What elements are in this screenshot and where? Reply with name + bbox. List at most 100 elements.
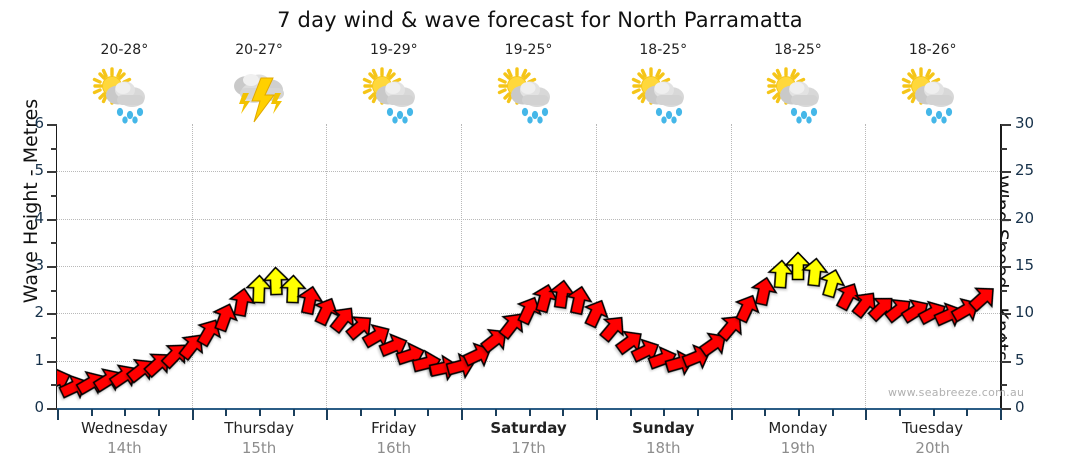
x-axis-day-tick bbox=[595, 409, 598, 420]
day-footer-saturday: Saturday 17th bbox=[461, 418, 596, 470]
sun-cloud-rain-icon bbox=[356, 62, 432, 124]
x-axis-hour-tick bbox=[292, 409, 295, 416]
right-axis-tick-label: 0 bbox=[1015, 398, 1025, 416]
wind-arrow-marker bbox=[828, 276, 869, 317]
right-axis-tick-label: 10 bbox=[1015, 303, 1035, 322]
left-axis-tick-label: 6 bbox=[34, 114, 44, 132]
day-header-tuesday: 18-26° bbox=[865, 40, 1000, 125]
x-axis-day-tick bbox=[461, 409, 464, 420]
left-axis-tick-label: 3 bbox=[34, 256, 44, 274]
wind-arrow-marker bbox=[458, 335, 498, 375]
x-axis-hour-tick bbox=[831, 409, 834, 416]
day-footer-thursday: Thursday 15th bbox=[192, 418, 327, 470]
left-axis-major-tick bbox=[47, 124, 57, 126]
left-axis-tick-label: 0 bbox=[34, 398, 44, 416]
day-header-thursday: 20-27° bbox=[192, 40, 327, 125]
day-footer-sunday: Sunday 18th bbox=[596, 418, 731, 470]
right-axis-minor-tick bbox=[1001, 195, 1007, 197]
left-axis-major-tick bbox=[47, 266, 57, 268]
wind-arrow-marker bbox=[57, 367, 94, 407]
x-axis-hour-tick bbox=[427, 409, 430, 416]
x-axis-hour-tick bbox=[225, 409, 228, 416]
day-header-saturday: 19-25° bbox=[461, 40, 596, 125]
wind-arrow-marker bbox=[171, 324, 213, 366]
day-header-sunday: 18-25° bbox=[596, 40, 731, 125]
right-axis-tick-label: 20 bbox=[1015, 208, 1035, 227]
x-axis-hour-tick bbox=[494, 409, 497, 416]
day-separator-gridline bbox=[326, 124, 328, 408]
horizontal-gridline bbox=[57, 266, 1000, 267]
right-axis-tick-label: 30 bbox=[1015, 114, 1035, 132]
day-separator-gridline bbox=[730, 124, 732, 408]
horizontal-gridline bbox=[57, 218, 1000, 220]
temp-range: 19-29° bbox=[369, 42, 418, 58]
wind-arrow-marker bbox=[104, 355, 146, 397]
sun-cloud-rain-icon bbox=[625, 62, 701, 124]
left-axis-major-tick bbox=[47, 218, 57, 221]
x-axis-day-tick bbox=[865, 409, 868, 420]
wind-arrow-marker bbox=[225, 285, 260, 320]
wind-arrow-marker bbox=[322, 298, 364, 340]
wind-arrow-layer bbox=[57, 124, 1000, 408]
x-axis-hour-tick bbox=[562, 409, 565, 416]
wind-arrow-marker bbox=[306, 292, 346, 332]
day-of-month-label: 16th bbox=[376, 439, 412, 457]
x-axis-day-tick bbox=[1000, 409, 1002, 420]
day-of-week-label: Sunday bbox=[632, 419, 695, 437]
wind-arrow-marker bbox=[576, 293, 616, 333]
wind-arrow-marker bbox=[70, 363, 111, 404]
wind-arrow-marker bbox=[277, 273, 308, 304]
day-of-week-label: Friday bbox=[371, 419, 417, 437]
day-footer-friday: Friday 16th bbox=[326, 418, 461, 470]
temp-range: 18-26° bbox=[908, 42, 957, 58]
day-separator-gridline bbox=[865, 124, 867, 408]
left-axis-major-tick bbox=[47, 360, 57, 363]
day-of-month-label: 18th bbox=[645, 439, 681, 457]
thunderstorm-icon bbox=[221, 62, 297, 124]
x-axis-hour-tick bbox=[528, 409, 531, 416]
temp-range: 18-25° bbox=[639, 42, 688, 58]
day-of-week-label: Tuesday bbox=[902, 419, 964, 437]
right-axis-major-tick bbox=[1001, 360, 1011, 363]
x-axis-hour-tick bbox=[158, 409, 161, 416]
day-footer-wednesday: Wednesday 14th bbox=[57, 418, 192, 470]
wind-arrow-marker bbox=[120, 349, 162, 391]
left-axis-tick-label: 2 bbox=[34, 303, 44, 322]
right-axis-major-tick bbox=[1001, 266, 1011, 268]
x-axis-hour-tick bbox=[90, 409, 93, 416]
x-axis-hour-tick bbox=[124, 409, 127, 416]
day-of-week-label: Saturday bbox=[490, 419, 567, 437]
wind-arrow-marker bbox=[561, 282, 597, 318]
right-axis-tick-label: 5 bbox=[1015, 350, 1025, 369]
day-of-month-label: 19th bbox=[780, 439, 816, 457]
left-axis-minor-tick bbox=[51, 384, 57, 387]
left-axis-minor-tick bbox=[51, 147, 57, 150]
x-axis-hour-tick bbox=[696, 409, 699, 416]
left-axis-minor-tick bbox=[51, 289, 57, 292]
day-separator-gridline bbox=[461, 124, 463, 408]
wind-arrow-marker bbox=[592, 307, 634, 349]
wind-arrow-marker bbox=[292, 282, 328, 318]
wind-arrow-marker bbox=[474, 319, 516, 361]
x-axis-day-tick bbox=[191, 409, 194, 420]
right-axis-minor-tick bbox=[1001, 289, 1007, 292]
wind-arrow-marker bbox=[798, 255, 831, 288]
x-axis-day-tick bbox=[730, 409, 733, 420]
day-header-strip: 20-28° bbox=[57, 40, 1000, 125]
wind-arrow-marker bbox=[154, 334, 196, 376]
plot-area bbox=[57, 124, 1000, 408]
temp-range: 19-25° bbox=[504, 42, 553, 58]
site-watermark: www.seabreeze.com.au bbox=[888, 386, 1025, 399]
x-axis-hour-tick bbox=[629, 409, 632, 416]
day-of-month-label: 20th bbox=[915, 439, 950, 457]
right-axis-major-tick bbox=[1001, 218, 1011, 221]
left-axis-tick-label: 5 bbox=[34, 161, 44, 180]
day-of-month-label: 17th bbox=[511, 439, 546, 457]
page-title: 7 day wind & wave forecast for North Par… bbox=[277, 8, 803, 32]
day-header-friday: 19-29° bbox=[326, 40, 461, 125]
left-axis-tick-label: 1 bbox=[34, 350, 44, 369]
day-separator-gridline bbox=[595, 124, 597, 408]
wind-arrow-marker bbox=[709, 305, 751, 347]
left-axis-major-tick bbox=[47, 313, 57, 316]
wind-arrow-marker bbox=[491, 304, 533, 346]
